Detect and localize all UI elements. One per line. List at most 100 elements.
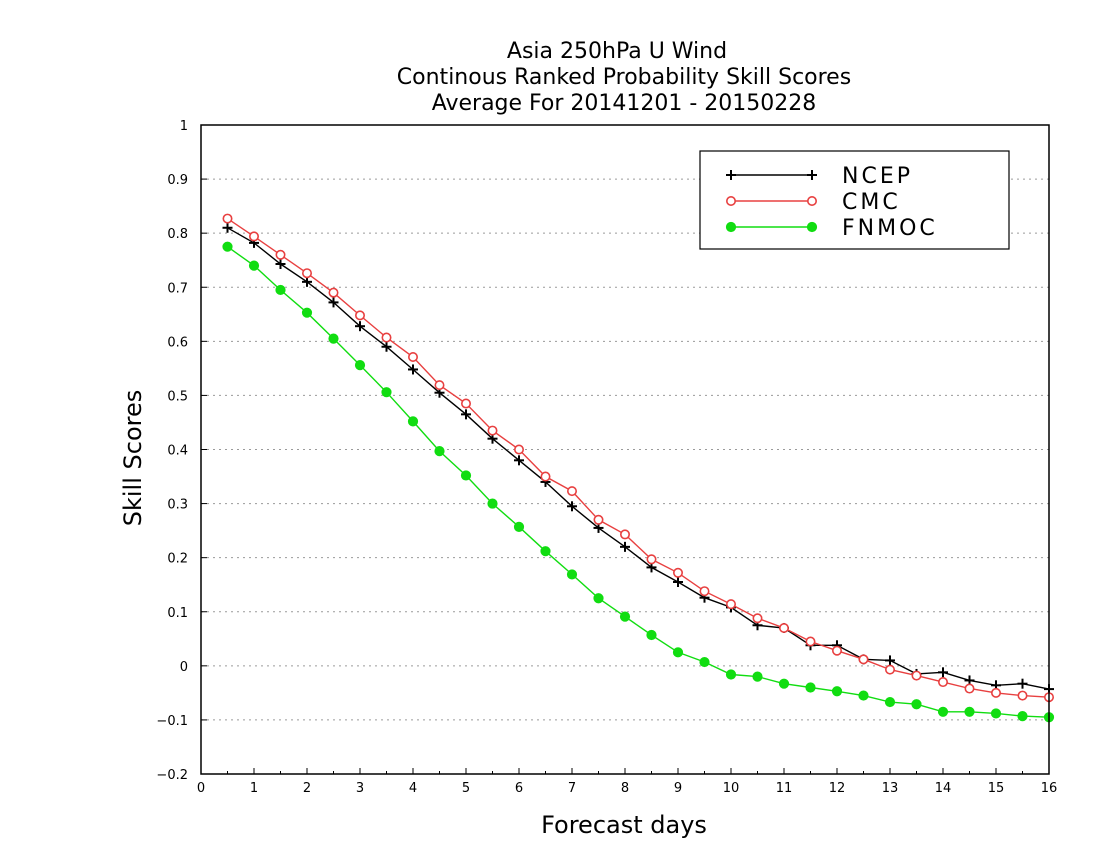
x-tick-label-10: 10 <box>723 781 740 796</box>
data-point-ncep-27 <box>938 667 948 678</box>
data-point-cmc-5 <box>354 310 365 321</box>
data-point-fnmoc-11 <box>513 521 525 532</box>
x-tick-label-3: 3 <box>356 781 364 796</box>
x-tick-label-1: 1 <box>250 781 258 796</box>
data-point-ncep-9 <box>461 409 471 420</box>
data-point-fnmoc-26 <box>911 699 922 710</box>
y-tick-label-0: −0.2 <box>156 768 188 783</box>
data-point-cmc-10 <box>487 425 498 436</box>
data-point-fnmoc-3 <box>301 307 313 318</box>
legend-item-cmc: CMC <box>725 190 901 215</box>
data-point-cmc-29 <box>990 687 1001 698</box>
data-point-cmc-2 <box>275 249 286 260</box>
y-tick-label-2: 0 <box>180 660 188 675</box>
legend-marker-right-cmc <box>806 196 817 207</box>
x-tick-label-8: 8 <box>621 781 629 796</box>
data-point-cmc-18 <box>699 586 710 597</box>
data-point-cmc-28 <box>964 683 975 694</box>
data-point-cmc-27 <box>937 677 948 688</box>
x-tick-label-11: 11 <box>776 781 793 796</box>
data-point-fnmoc-15 <box>619 611 631 622</box>
y-tick-label-6: 0.4 <box>167 444 188 459</box>
data-point-fnmoc-10 <box>487 498 498 509</box>
data-point-ncep-6 <box>381 341 392 352</box>
data-point-cmc-17 <box>672 567 683 578</box>
data-point-fnmoc-4 <box>328 333 339 344</box>
data-point-ncep-13 <box>567 501 577 512</box>
legend-item-fnmoc: FNMOC <box>725 216 938 241</box>
data-point-ncep-11 <box>514 455 524 466</box>
y-tick-label-1: −0.1 <box>156 714 188 729</box>
legend-marker-left-cmc <box>725 196 736 207</box>
data-point-cmc-8 <box>434 380 445 391</box>
data-point-ncep-0 <box>222 222 233 233</box>
legend-marker-right-ncep <box>807 170 817 180</box>
data-point-fnmoc-25 <box>884 696 896 708</box>
y-tick-label-8: 0.6 <box>167 335 188 350</box>
x-tick-label-12: 12 <box>829 781 846 796</box>
data-point-cmc-7 <box>407 352 418 363</box>
data-point-cmc-19 <box>725 599 736 610</box>
data-point-fnmoc-24 <box>858 690 869 701</box>
data-point-cmc-12 <box>540 471 551 482</box>
y-axis-label: Skill Scores <box>119 390 147 527</box>
y-tick-label-10: 0.8 <box>167 227 188 242</box>
x-axis-label: Forecast days <box>541 811 707 839</box>
legend-item-ncep: NCEP <box>726 164 913 189</box>
data-point-ncep-15 <box>620 541 630 552</box>
x-tick-label-2: 2 <box>303 781 311 796</box>
x-tick-label-6: 6 <box>515 781 523 796</box>
data-point-fnmoc-13 <box>566 569 578 580</box>
legend-label-ncep: NCEP <box>842 164 913 189</box>
legend-marker-left-ncep <box>726 170 736 180</box>
data-point-ncep-30 <box>1017 678 1028 689</box>
data-point-cmc-6 <box>381 332 392 343</box>
legend-box <box>699 150 1010 250</box>
y-tick-label-5: 0.3 <box>167 498 188 513</box>
data-point-ncep-5 <box>355 321 365 332</box>
plot-frame <box>200 124 1050 775</box>
data-point-fnmoc-23 <box>831 686 843 697</box>
x-tick-label-9: 9 <box>674 781 682 796</box>
data-point-fnmoc-7 <box>407 416 419 427</box>
data-point-cmc-21 <box>778 622 789 633</box>
series-lines <box>222 213 1055 723</box>
data-point-fnmoc-22 <box>805 682 816 693</box>
y-tick-label-9: 0.7 <box>167 281 188 296</box>
data-point-ncep-2 <box>275 258 286 269</box>
data-point-cmc-30 <box>1017 690 1028 701</box>
x-tick-label-4: 4 <box>409 781 417 796</box>
data-point-cmc-1 <box>249 231 260 242</box>
data-point-ncep-17 <box>673 577 683 588</box>
y-tick-label-3: 0.1 <box>167 606 188 621</box>
legend-marker-left-fnmoc <box>725 221 737 233</box>
y-tick-label-12: 1 <box>180 119 188 134</box>
x-tick-label-14: 14 <box>935 781 952 796</box>
data-point-cmc-26 <box>911 670 922 681</box>
data-point-fnmoc-18 <box>699 656 710 668</box>
legend-label-cmc: CMC <box>842 190 901 215</box>
data-point-fnmoc-16 <box>646 629 657 641</box>
data-point-fnmoc-27 <box>937 706 949 717</box>
x-tick-label-15: 15 <box>988 781 1005 796</box>
series-cmc <box>222 213 1055 703</box>
data-point-fnmoc-21 <box>778 678 790 689</box>
data-point-fnmoc-29 <box>990 708 1002 719</box>
data-point-cmc-24 <box>858 654 869 665</box>
data-point-fnmoc-1 <box>248 260 260 271</box>
data-point-fnmoc-17 <box>672 647 684 658</box>
data-point-fnmoc-9 <box>460 470 472 481</box>
legend-marker-right-fnmoc <box>806 221 818 233</box>
data-point-ncep-3 <box>302 276 312 287</box>
y-tick-label-7: 0.5 <box>167 389 188 404</box>
legend-label-fnmoc: FNMOC <box>842 216 938 241</box>
data-point-fnmoc-0 <box>222 241 233 252</box>
chart-title-line-2: Continous Ranked Probability Skill Score… <box>397 65 851 90</box>
chart-title-line-1: Asia 250hPa U Wind <box>507 39 727 64</box>
data-point-fnmoc-6 <box>381 387 392 398</box>
data-point-fnmoc-19 <box>725 669 737 680</box>
x-tick-label-16: 16 <box>1041 781 1058 796</box>
data-point-cmc-23 <box>831 645 842 656</box>
data-point-fnmoc-14 <box>593 593 604 604</box>
